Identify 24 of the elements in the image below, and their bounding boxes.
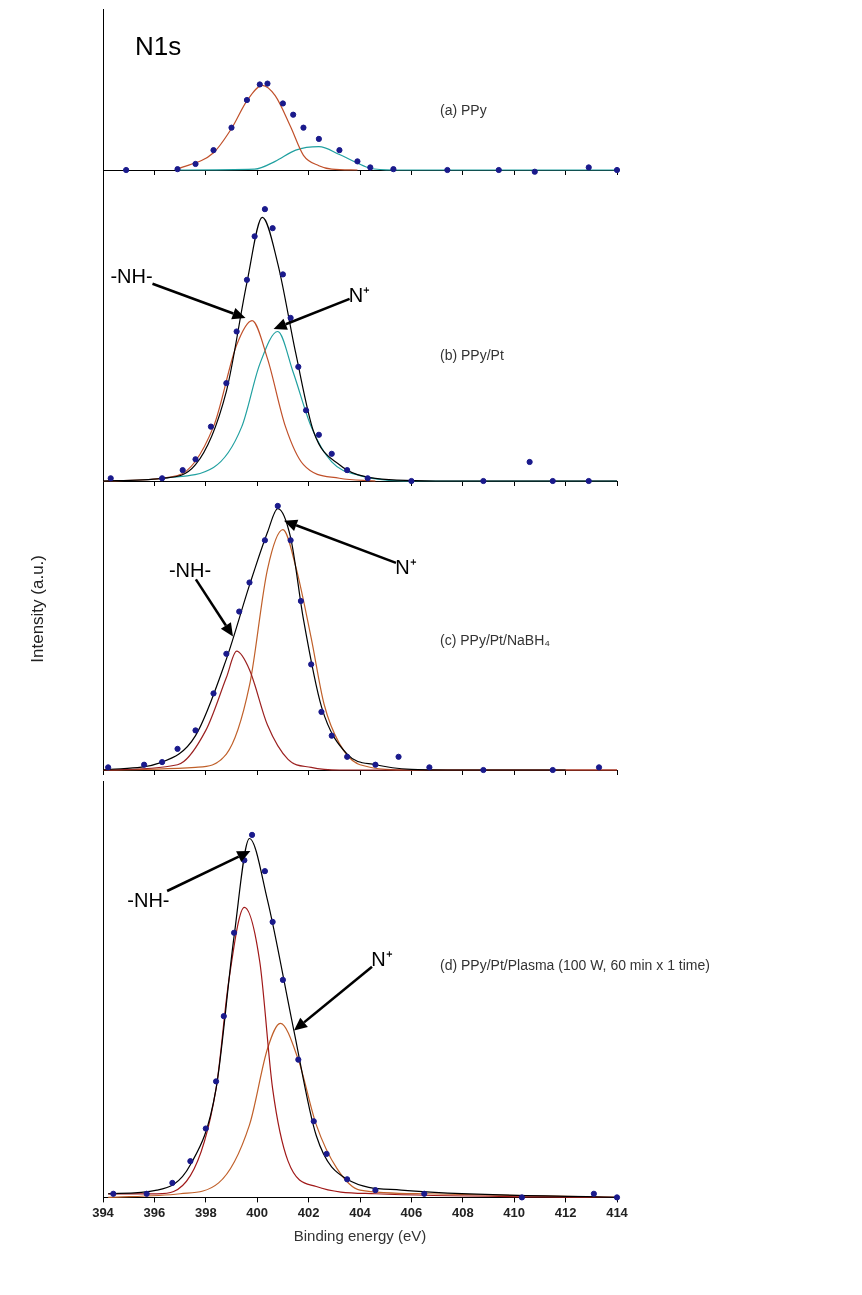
x-tick-label: 396 <box>143 1204 166 1220</box>
x-tick-label: 400 <box>246 1204 269 1220</box>
x-tick-label: 410 <box>503 1204 526 1220</box>
annotation: (a) PPy <box>440 102 487 118</box>
annotation: (d) PPy/Pt/Plasma (100 W, 60 min x 1 time) <box>440 957 710 973</box>
x-tick-label: 402 <box>297 1204 320 1220</box>
x-tick-label: 398 <box>194 1204 217 1220</box>
annotation: (c) PPy/Pt/NaBH₄ <box>440 632 551 648</box>
x-tick-label: 414 <box>606 1204 629 1220</box>
annotation: -NH- <box>168 559 212 582</box>
annotation: N⁺ <box>395 555 417 578</box>
annotation: -NH- <box>110 265 153 287</box>
x-tick-label: 404 <box>349 1204 372 1220</box>
annotation: -NH- <box>127 889 170 911</box>
x-tick-label: 394 <box>92 1204 115 1220</box>
annotation: (b) PPy/Pt <box>440 347 504 363</box>
x-axis-title: Binding energy (eV) <box>293 1227 427 1245</box>
chart-title: N1s <box>135 31 182 62</box>
x-tick-label: 412 <box>554 1204 577 1220</box>
y-axis-title: Intensity (a.u.) <box>28 555 48 663</box>
x-tick-label: 406 <box>400 1204 423 1220</box>
annotation: N⁺ <box>348 284 371 306</box>
x-tick-label: 408 <box>451 1204 474 1220</box>
annotation: N⁺ <box>371 947 393 970</box>
